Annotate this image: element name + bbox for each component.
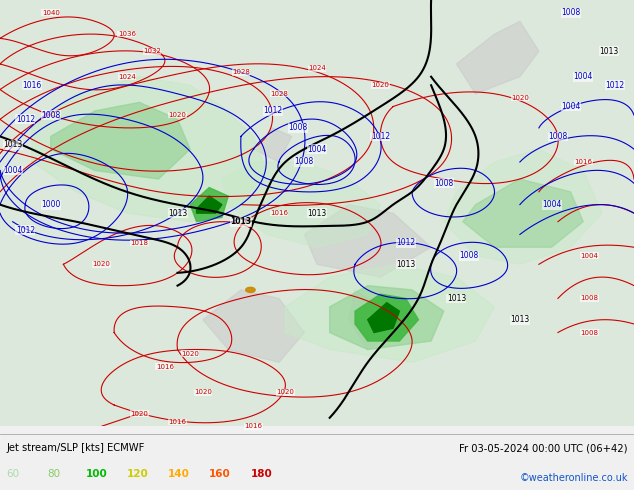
Polygon shape <box>349 290 393 349</box>
Text: 120: 120 <box>127 469 148 479</box>
Polygon shape <box>285 264 495 363</box>
Text: 1020: 1020 <box>93 261 110 268</box>
Ellipse shape <box>246 287 255 293</box>
Text: 1016: 1016 <box>156 364 174 369</box>
Text: Fr 03-05-2024 00:00 UTC (06+42): Fr 03-05-2024 00:00 UTC (06+42) <box>459 443 628 453</box>
Text: 1028: 1028 <box>232 70 250 75</box>
Text: 1020: 1020 <box>511 95 529 101</box>
Text: 1013: 1013 <box>599 47 618 56</box>
Text: 1008: 1008 <box>548 132 567 141</box>
Text: 1008: 1008 <box>295 157 314 167</box>
Text: 1032: 1032 <box>143 48 161 54</box>
Polygon shape <box>197 196 222 213</box>
Text: 1004: 1004 <box>574 72 593 81</box>
Text: 80: 80 <box>48 469 61 479</box>
Text: Jet stream/SLP [kts] ECMWF: Jet stream/SLP [kts] ECMWF <box>6 443 145 453</box>
Text: 1004: 1004 <box>581 253 598 259</box>
Text: 1008: 1008 <box>460 251 479 260</box>
Text: 60: 60 <box>6 469 20 479</box>
Text: 1012: 1012 <box>605 81 624 90</box>
Text: 100: 100 <box>86 469 107 479</box>
Text: 1008: 1008 <box>434 179 453 188</box>
Text: 1008: 1008 <box>561 8 580 17</box>
Polygon shape <box>444 149 602 264</box>
Text: 1013: 1013 <box>396 260 415 269</box>
Text: 1018: 1018 <box>131 240 148 246</box>
Text: 1008: 1008 <box>288 123 307 132</box>
Polygon shape <box>32 77 266 221</box>
Text: 1024: 1024 <box>308 65 326 71</box>
Polygon shape <box>190 188 228 221</box>
Polygon shape <box>330 286 444 349</box>
Text: 1024: 1024 <box>118 74 136 80</box>
Text: 1004: 1004 <box>3 166 22 175</box>
Text: 1040: 1040 <box>42 10 60 16</box>
Polygon shape <box>456 21 539 94</box>
Text: 1013: 1013 <box>168 209 187 218</box>
Text: 1016: 1016 <box>270 210 288 216</box>
Polygon shape <box>51 102 190 179</box>
Text: 1020: 1020 <box>131 411 148 416</box>
Text: 1008: 1008 <box>581 295 598 301</box>
Text: 1016: 1016 <box>22 81 41 90</box>
Polygon shape <box>203 290 304 363</box>
Text: 1004: 1004 <box>542 200 561 209</box>
Text: 1016: 1016 <box>245 423 262 429</box>
Text: 1012: 1012 <box>263 106 282 115</box>
Text: 1013: 1013 <box>447 294 466 303</box>
Text: 1012: 1012 <box>371 132 390 141</box>
Text: ©weatheronline.co.uk: ©weatheronline.co.uk <box>519 473 628 483</box>
Text: 1013: 1013 <box>510 315 529 324</box>
Text: 1020: 1020 <box>372 82 389 88</box>
Text: 1012: 1012 <box>16 115 35 124</box>
Polygon shape <box>304 205 431 277</box>
Text: 1036: 1036 <box>118 31 136 37</box>
Polygon shape <box>368 303 399 333</box>
Text: 1016: 1016 <box>169 419 186 425</box>
Text: 1000: 1000 <box>41 200 60 209</box>
Text: 1012: 1012 <box>396 239 415 247</box>
Text: 1012: 1012 <box>16 226 35 235</box>
Text: 1020: 1020 <box>194 389 212 395</box>
Polygon shape <box>254 128 292 162</box>
Polygon shape <box>355 294 418 341</box>
Text: 1004: 1004 <box>307 145 327 154</box>
Text: 180: 180 <box>250 469 272 479</box>
Text: 1016: 1016 <box>574 159 592 165</box>
Text: 1028: 1028 <box>270 91 288 97</box>
Polygon shape <box>463 179 583 247</box>
Text: 160: 160 <box>209 469 231 479</box>
Polygon shape <box>222 162 380 247</box>
Text: 1020: 1020 <box>169 112 186 118</box>
Text: 1013: 1013 <box>230 217 252 226</box>
Text: 1020: 1020 <box>181 351 199 357</box>
Text: 140: 140 <box>168 469 190 479</box>
Text: 1013: 1013 <box>3 141 22 149</box>
Text: 1020: 1020 <box>276 389 294 395</box>
Text: 1013: 1013 <box>307 209 327 218</box>
Text: 1008: 1008 <box>41 111 60 120</box>
Text: 1008: 1008 <box>581 329 598 336</box>
Text: 1004: 1004 <box>561 102 580 111</box>
